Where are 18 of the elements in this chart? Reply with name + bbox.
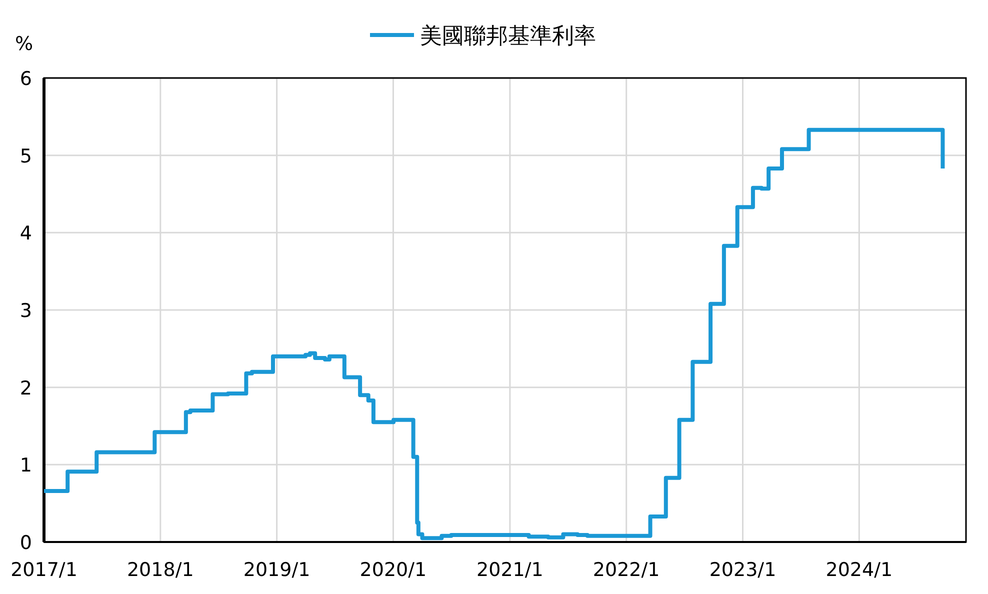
- y-tick-label: 6: [20, 68, 32, 90]
- y-tick-label: 5: [20, 145, 32, 168]
- x-tick-label: 2021/1: [476, 559, 544, 581]
- y-tick-label: 4: [20, 222, 32, 245]
- legend: 美國聯邦基準利率: [370, 24, 596, 49]
- y-tick-label: 2: [20, 377, 32, 400]
- y-axis-title: %: [14, 33, 34, 55]
- x-tick-label: 2020/1: [360, 559, 427, 581]
- y-tick-label: 0: [20, 532, 32, 554]
- x-tick-label: 2017/1: [10, 559, 78, 581]
- x-tick-label: 2024/1: [826, 559, 893, 581]
- x-tick-label: 2023/1: [709, 559, 776, 581]
- x-tick-label: 2019/1: [243, 559, 310, 581]
- y-tick-label: 3: [20, 300, 32, 322]
- x-tick-label: 2018/1: [126, 559, 194, 581]
- x-tick-label: 2022/1: [592, 559, 660, 581]
- legend-label: 美國聯邦基準利率: [420, 24, 596, 49]
- y-tick-label: 1: [20, 454, 32, 477]
